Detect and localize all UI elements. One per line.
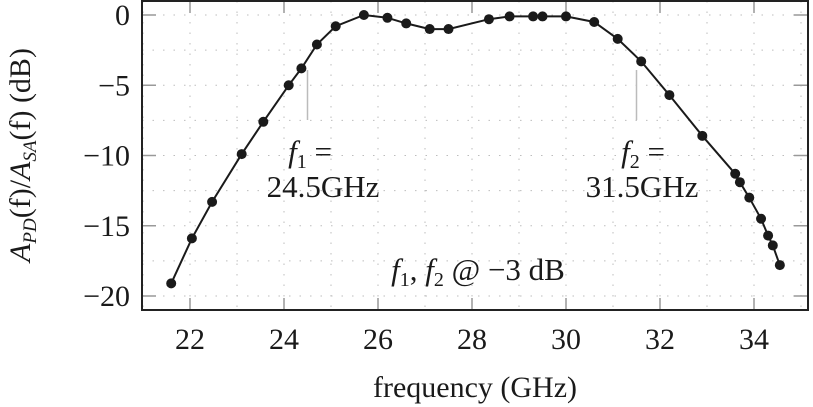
data-point-marker: [504, 11, 515, 22]
data-point-marker: [401, 18, 412, 29]
axis-ticks: [142, 1, 808, 310]
data-point-marker: [283, 80, 294, 91]
data-point-marker: [636, 56, 647, 67]
data-point-marker: [767, 240, 778, 251]
y-tick-label: 0: [115, 0, 130, 32]
x-axis-title: frequency (GHz): [373, 371, 577, 404]
data-point-marker: [744, 192, 755, 203]
condition-annotation: f1, f2 @ −3 dB: [391, 252, 565, 291]
data-point-marker: [330, 21, 341, 32]
data-point-marker: [424, 24, 435, 35]
data-point-marker: [589, 17, 600, 28]
f2-annotation-label: f2 =: [621, 134, 665, 173]
y-tick-label: −10: [83, 140, 130, 173]
x-tick-label: 32: [645, 323, 675, 356]
data-series-line: [170, 13, 781, 284]
x-tick-label: 28: [457, 323, 487, 356]
data-point-marker: [664, 90, 675, 101]
plot-frame: [141, 0, 809, 311]
data-point-marker: [186, 233, 197, 244]
data-point-marker: [358, 10, 369, 20]
f2-annotation-value: 31.5GHz: [586, 169, 699, 204]
data-point-marker: [483, 14, 494, 25]
x-tick-label: 26: [363, 323, 393, 356]
data-point-marker: [166, 278, 177, 289]
data-point-marker: [528, 11, 539, 22]
data-point-marker: [537, 11, 548, 22]
marker-lines: [306, 70, 638, 120]
f1-annotation-label: f1 =: [288, 134, 332, 173]
data-point-marker: [734, 177, 745, 188]
data-point-marker: [382, 12, 393, 23]
y-tick-label: −15: [83, 210, 130, 243]
y-tick-label: −5: [98, 69, 130, 102]
y-axis-title: APD(f)/ASA(f) (dB): [4, 48, 41, 264]
data-point-marker: [612, 33, 623, 44]
data-point-marker: [561, 11, 571, 22]
data-series-markers: [166, 10, 785, 289]
data-point-marker: [296, 63, 307, 74]
x-tick-label: 34: [739, 323, 769, 356]
data-point-marker: [697, 130, 708, 141]
data-point-marker: [258, 116, 269, 127]
y-tick-label: −20: [83, 280, 130, 313]
data-point-marker: [763, 230, 774, 241]
data-point-marker: [443, 24, 454, 35]
data-point-marker: [774, 260, 785, 271]
x-tick-label: 24: [269, 323, 299, 356]
data-point-marker: [730, 168, 741, 179]
x-tick-label: 30: [551, 323, 581, 356]
data-point-marker: [236, 149, 247, 160]
x-tick-label: 22: [175, 323, 205, 356]
data-point-marker: [756, 213, 767, 224]
data-point-marker: [311, 39, 322, 50]
f1-annotation-value: 24.5GHz: [267, 169, 380, 204]
tick-labels: 22 24 26 28 30 32 34 0 −5 −10 −15 −20: [83, 0, 769, 356]
data-point-marker: [207, 196, 218, 207]
